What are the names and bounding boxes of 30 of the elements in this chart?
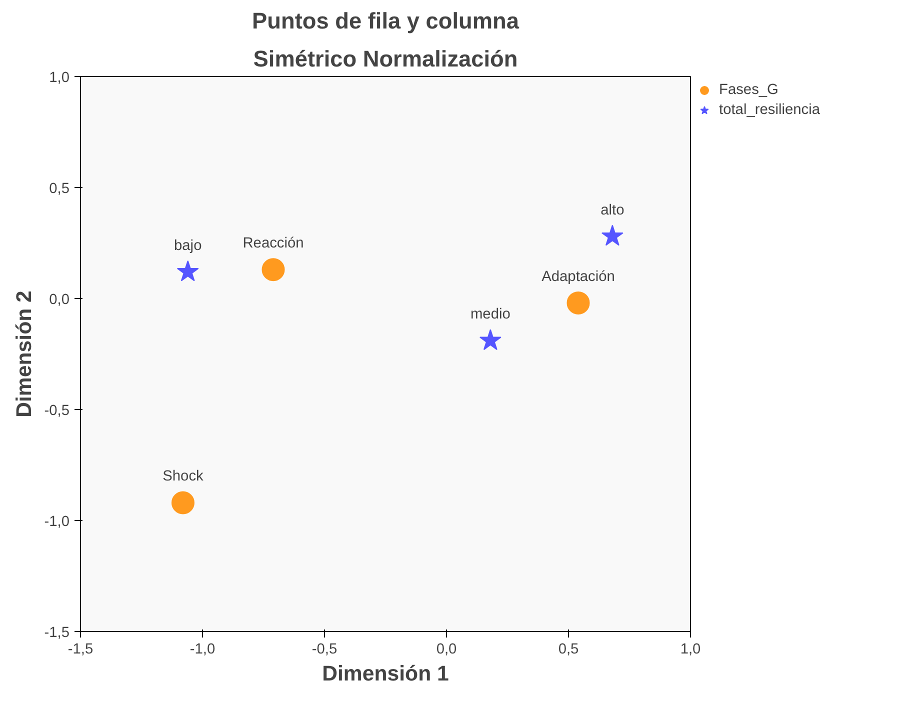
legend-label: total_resiliencia	[719, 102, 820, 118]
y-tick-label: 0,0	[49, 292, 70, 308]
point	[176, 260, 199, 282]
y-axis-title: Dimensión 2	[12, 290, 36, 418]
legend-label: Fases_G	[719, 82, 778, 98]
annotation: medio	[470, 306, 510, 323]
point	[479, 329, 502, 350]
chart-subtitle: Simétrico Normalización	[253, 46, 518, 72]
point	[566, 291, 590, 314]
annotation: Shock	[162, 468, 204, 485]
annotation: Adaptación	[542, 268, 615, 285]
y-tick-label: -1,0	[44, 514, 70, 530]
y-tick-label: 1,0	[49, 70, 70, 86]
x-tick-label: -1,0	[190, 642, 216, 658]
x-tick-label: 1,0	[680, 642, 701, 658]
x-tick-label: -0,5	[312, 642, 338, 658]
x-tick-label: -1,5	[68, 642, 94, 658]
x-tick-label: 0,0	[436, 642, 457, 658]
x-axis-title: Dimensión 1	[322, 662, 450, 686]
y-tick-label: -0,5	[44, 403, 70, 419]
y-tick-label: 0,5	[49, 181, 70, 197]
point	[171, 491, 194, 514]
point	[601, 224, 624, 246]
annotation: Reacción	[242, 236, 304, 252]
annotation: alto	[600, 202, 624, 218]
x-tick-label: 0,5	[558, 642, 579, 658]
point	[262, 258, 285, 282]
chart-title: Puntos de fila y columna	[252, 8, 520, 34]
annotation: bajo	[174, 238, 202, 254]
y-tick-label: -1,5	[44, 625, 70, 641]
